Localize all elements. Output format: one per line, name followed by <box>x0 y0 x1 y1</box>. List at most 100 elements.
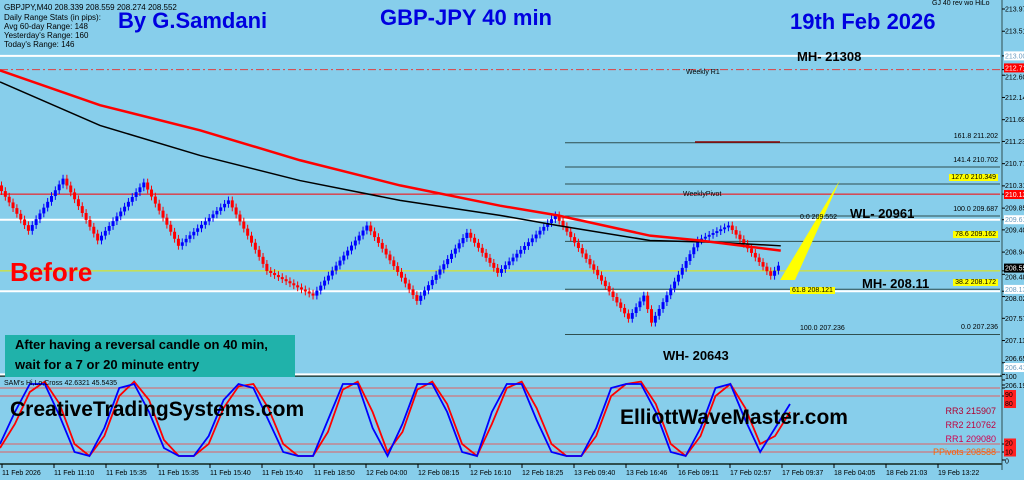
candle <box>446 258 450 265</box>
candle <box>34 219 38 226</box>
candle <box>92 226 96 234</box>
candle <box>361 230 365 236</box>
y-tick-label: 207.570 <box>1005 316 1024 323</box>
candle <box>165 217 169 225</box>
candle <box>573 237 577 243</box>
candle <box>96 233 100 241</box>
y-tick-label: 208.480 <box>1005 275 1024 282</box>
y-tick-label: 208.940 <box>1005 250 1024 257</box>
pivot-pp: PPivots 208588 <box>932 447 996 457</box>
candle <box>319 285 323 291</box>
candle <box>742 239 746 244</box>
candle <box>753 252 757 258</box>
fib-inner-label: 61.8 208.121 <box>790 286 835 294</box>
y-tick-label: 211.230 <box>1005 139 1024 146</box>
candle <box>626 313 630 319</box>
fib-label: 100.0 209.687 <box>953 205 998 213</box>
candle <box>534 234 538 239</box>
candle <box>334 265 338 271</box>
candle <box>307 291 311 294</box>
candle <box>407 283 411 290</box>
x-tick-label: 17 Feb 09:37 <box>782 470 823 477</box>
y-tick-label: 208.130 <box>1005 287 1024 294</box>
candle <box>26 225 30 231</box>
candle <box>80 206 84 214</box>
candle <box>65 178 69 186</box>
candle <box>550 219 553 224</box>
x-tick-label: 17 Feb 02:57 <box>730 470 771 477</box>
candle <box>669 288 673 296</box>
candle <box>226 200 230 204</box>
fib-label: 0.0 207.236 <box>961 324 998 332</box>
osc-tick-label: 100 <box>1005 374 1017 381</box>
candle <box>676 274 680 282</box>
candle <box>592 264 596 270</box>
candle <box>138 187 142 193</box>
candle <box>607 286 611 292</box>
candle <box>696 240 700 248</box>
candle <box>326 275 330 281</box>
candle <box>184 238 188 243</box>
ma-fast-line <box>0 69 781 252</box>
y-tick-label: 206.650 <box>1005 356 1024 363</box>
osc-tick-box <box>1004 438 1016 448</box>
x-tick-label: 11 Feb 11:10 <box>54 470 94 477</box>
candle <box>311 293 315 296</box>
candle <box>392 260 396 267</box>
candle <box>503 265 507 270</box>
candle <box>303 289 307 292</box>
candle <box>161 210 165 218</box>
today-range: Today's Range: 146 <box>4 40 75 49</box>
candle <box>353 240 357 246</box>
y-tick-label: 206.190 <box>1005 383 1024 390</box>
candle <box>150 189 153 197</box>
candle <box>461 238 465 244</box>
candle <box>284 279 288 282</box>
candle <box>688 254 692 262</box>
ma-slow-line <box>0 81 781 247</box>
candle <box>415 295 419 301</box>
x-tick-label: 11 Feb 18:50 <box>314 470 355 477</box>
oscillator-label: SAM's Hi,Lo,Cross 42.6321 45.5435 <box>4 380 118 387</box>
candle <box>253 242 257 250</box>
author-label: By G.Samdani <box>118 8 268 33</box>
candle <box>438 269 442 275</box>
candle <box>19 213 23 220</box>
candle <box>223 203 227 208</box>
candle <box>500 269 503 273</box>
candle <box>588 258 592 265</box>
candle <box>615 297 619 303</box>
y-tick-label: 212.600 <box>1005 74 1024 81</box>
candle <box>480 247 484 253</box>
fib-label: 38.2 208.172 <box>953 279 998 287</box>
candle <box>134 192 138 197</box>
candle <box>442 264 446 270</box>
candle <box>665 295 669 303</box>
candle <box>203 221 207 225</box>
candle <box>69 185 73 193</box>
candle <box>11 202 15 209</box>
osc-tick-box <box>1004 447 1016 457</box>
candle <box>569 231 573 238</box>
candle <box>119 211 123 217</box>
candle <box>234 207 238 215</box>
candle <box>357 235 361 241</box>
avg-range: Avg 60-day Range: 148 <box>4 22 88 31</box>
candle <box>396 266 400 272</box>
candle <box>384 248 388 255</box>
candle <box>153 196 157 204</box>
x-tick-label: 13 Feb 09:40 <box>574 470 615 477</box>
candle <box>596 269 600 276</box>
candle <box>553 215 557 220</box>
candle <box>423 290 427 296</box>
candle <box>611 291 615 298</box>
candle <box>400 271 403 278</box>
candle <box>273 272 277 276</box>
candle <box>111 221 115 226</box>
candle <box>619 302 623 308</box>
y-tick-highlight <box>1004 190 1024 200</box>
y-tick-highlight <box>1004 363 1024 373</box>
candle <box>469 232 473 238</box>
x-tick-label: 12 Feb 08:15 <box>418 470 459 477</box>
